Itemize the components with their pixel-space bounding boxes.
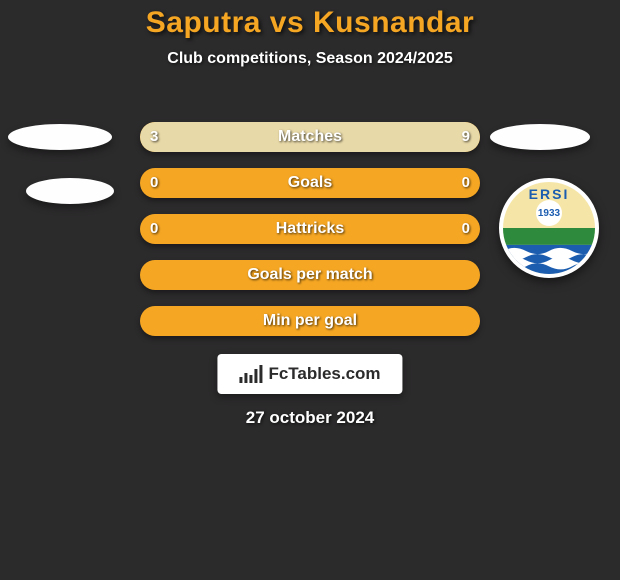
page-title: Saputra vs Kusnandar [0,0,620,40]
stat-value-left: 3 [150,122,158,152]
stat-value-right: 9 [462,122,470,152]
player-left-shape-1 [8,124,112,150]
stat-bar-goals: Goals0 0 [140,168,480,198]
badge-stripes-icon [503,228,595,274]
stat-label: Goals per match [140,260,480,290]
player-left-shape-2 [26,178,114,204]
stat-value-left: 0 [150,214,158,244]
stat-bar-goals-per-match: Goals per match [140,260,480,290]
stat-bar-hattricks: Hattricks0 0 [140,214,480,244]
infographic-canvas: Saputra vs Kusnandar Club competitions, … [0,0,620,580]
player-right-shape-1 [490,124,590,150]
comparison-bars: Matches39Goals00Hattricks00Goals per mat… [140,122,480,352]
stat-label: Matches [140,122,480,152]
stat-bar-min-per-goal: Min per goal [140,306,480,336]
stat-label: Goals [140,168,480,198]
watermark-text: FcTables.com [268,364,380,384]
bar-chart-icon [239,365,262,383]
stat-bar-matches: Matches3 9 [140,122,480,152]
stat-label: Min per goal [140,306,480,336]
stat-value-right: 0 [462,214,470,244]
club-badge: ERSI 1933 [499,178,599,278]
stat-value-left: 0 [150,168,158,198]
subtitle: Club competitions, Season 2024/2025 [0,50,620,68]
stat-label: Hattricks [140,214,480,244]
watermark: FcTables.com [217,354,402,394]
date-text: 27 october 2024 [0,408,620,428]
badge-year: 1933 [536,200,562,226]
stat-value-right: 0 [462,168,470,198]
